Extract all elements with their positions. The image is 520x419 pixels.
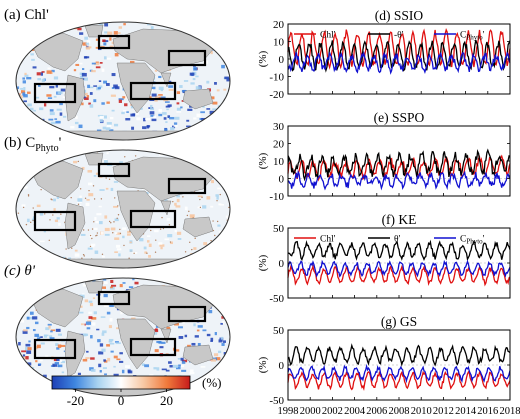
legend-label: Chl': [320, 235, 336, 245]
colorbar-tick-label: -20: [67, 393, 84, 408]
y-axis-label: (%): [257, 254, 269, 271]
colorbar-tick-label: 20: [160, 393, 173, 408]
series-line: [288, 346, 510, 365]
y-tick-label: -10: [269, 191, 284, 203]
colorbar-tick-label: 0: [118, 393, 125, 408]
x-tick-label: 2010: [411, 406, 432, 414]
legend-label: CPhyto': [460, 235, 485, 246]
y-tick-label: 30: [273, 121, 285, 133]
chart-panel-1: (e) SSPO -10 0 10 20 30 (%): [257, 110, 510, 203]
series-line: [288, 52, 510, 72]
chart-panel-2: (f) KE -50 0 50 (%) Chl' θ' CPhyto': [257, 212, 510, 305]
x-tick-label: 2016: [477, 406, 498, 414]
map-label: (b) CPhyto': [4, 135, 62, 154]
x-tick-label: 2018: [500, 406, 520, 414]
y-tick-label: 10: [273, 156, 285, 168]
y-axis-label: (%): [257, 152, 269, 169]
y-tick-label: -20: [269, 89, 284, 101]
land-mass: [16, 259, 230, 268]
chart-title: (d) SSIO: [375, 8, 424, 23]
y-tick-label: 0: [279, 54, 285, 66]
x-tick-label: 2014: [455, 406, 477, 414]
map-label: (c) θ': [4, 263, 36, 279]
legend-label: CPhyto': [460, 31, 485, 42]
chart-title: (g) GS: [381, 314, 417, 329]
x-tick-label: 2006: [366, 406, 387, 414]
y-tick-label: -50: [269, 293, 284, 305]
colorbar-unit: (%): [202, 375, 222, 390]
map-panel-0: (a) Chl': [4, 7, 234, 142]
series-line: [288, 172, 510, 189]
y-axis-label: (%): [257, 50, 269, 67]
colorbar-gradient: [52, 376, 190, 389]
series-line: [288, 267, 510, 285]
map-panel-1: (b) CPhyto': [4, 135, 234, 269]
x-tick-label: 1998: [278, 406, 299, 414]
y-tick-label: 50: [273, 325, 285, 337]
x-tick-label: 2002: [322, 406, 343, 414]
y-tick-label: 20: [273, 139, 285, 151]
legend-label: θ': [394, 235, 401, 245]
y-tick-label: -10: [269, 72, 284, 84]
x-tick-label: 2000: [300, 406, 321, 414]
chart-title: (f) KE: [382, 212, 417, 227]
y-tick-label: 10: [273, 37, 285, 49]
land-mass: [16, 131, 230, 140]
x-tick-label: 2012: [433, 406, 454, 414]
x-tick-label: 2008: [389, 406, 410, 414]
y-axis-label: (%): [257, 356, 269, 373]
chart-panel-0: (d) SSIO -20 -10 0 10 20 (%) Chl' -θ' CPhyto': [257, 8, 510, 101]
x-tick-label: 2004: [344, 406, 366, 414]
chart-title: (e) SSPO: [374, 110, 425, 125]
series-line: [288, 372, 510, 390]
legend-label: -θ': [394, 31, 404, 41]
y-tick-label: 50: [273, 223, 285, 235]
y-tick-label: 20: [273, 19, 285, 31]
y-tick-label: 0: [279, 258, 285, 270]
legend-label: Chl': [320, 31, 336, 41]
y-tick-label: 0: [279, 174, 285, 186]
map-label: (a) Chl': [4, 7, 49, 23]
y-tick-label: 0: [279, 360, 285, 372]
